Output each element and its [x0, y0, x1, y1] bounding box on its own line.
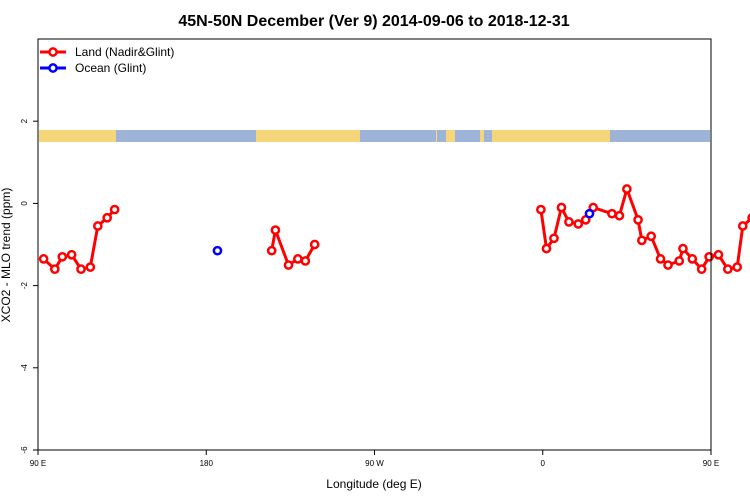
y-tick-label: 0	[20, 201, 29, 206]
map-land-0	[39, 130, 116, 142]
x-tick-label: 180	[200, 459, 214, 468]
y-tick-label: 2	[20, 118, 29, 123]
legend-swatch-marker	[48, 47, 58, 57]
series-layer	[38, 184, 750, 275]
legend-label: Land (Nadir&Glint)	[75, 45, 174, 59]
x-tick-label: 90 W	[365, 459, 384, 468]
data-point	[687, 254, 698, 264]
data-point	[293, 254, 303, 264]
data-point	[674, 256, 685, 266]
data-point	[633, 214, 643, 225]
data-point	[732, 262, 743, 272]
data-point	[722, 264, 733, 275]
data-point	[270, 225, 281, 235]
x-axis-label: Longitude (deg E)	[326, 477, 421, 491]
data-point	[92, 221, 103, 231]
data-point	[622, 184, 632, 194]
data-point	[102, 212, 113, 223]
data-point	[541, 243, 552, 254]
data-point	[564, 217, 574, 227]
data-point	[38, 254, 49, 264]
data-point	[704, 251, 714, 262]
map-land-1	[256, 130, 360, 142]
data-point	[614, 210, 625, 221]
data-point	[212, 245, 223, 256]
data-point	[283, 260, 294, 270]
data-point	[713, 249, 724, 260]
chart-title: 45N-50N December (Ver 9) 2014-09-06 to 2…	[178, 13, 569, 30]
data-point	[536, 204, 546, 215]
data-point	[266, 245, 277, 256]
data-point	[57, 251, 68, 262]
data-point	[573, 219, 584, 229]
data-point	[549, 233, 559, 244]
data-point	[85, 262, 96, 272]
legend-label: Ocean (Glint)	[75, 61, 146, 75]
y-tick-label: -2	[20, 281, 29, 289]
map-land-3	[446, 130, 455, 142]
data-point	[109, 204, 120, 215]
data-point	[584, 208, 595, 219]
data-point	[636, 235, 647, 246]
data-point	[309, 239, 320, 250]
data-point	[49, 264, 60, 275]
data-point	[76, 264, 86, 275]
map-land-2	[436, 130, 437, 142]
x-tick-label: 90 E	[30, 459, 46, 468]
data-point	[300, 256, 311, 266]
data-point	[655, 254, 666, 264]
legend: Land (Nadir&Glint) Ocean (Glint)	[40, 45, 174, 75]
y-axis-label: XCO2 - MLO trend (ppm)	[0, 188, 13, 323]
y-tick-label: -6	[20, 446, 29, 454]
world-map-strip	[39, 130, 710, 142]
data-point	[646, 231, 657, 242]
x-tick-label: 0	[541, 459, 546, 468]
data-point	[66, 249, 77, 260]
data-point	[556, 202, 567, 213]
data-point	[678, 243, 688, 254]
map-land-4	[480, 130, 484, 142]
legend-swatch-marker	[48, 63, 58, 73]
map-land-5	[492, 130, 610, 142]
data-point	[663, 260, 673, 270]
data-point	[696, 264, 707, 275]
data-point	[737, 221, 748, 231]
x-tick-label: 90 E	[703, 459, 719, 468]
plot-frame	[37, 38, 712, 451]
y-tick-label: -4	[20, 364, 29, 372]
data-point	[607, 208, 617, 219]
